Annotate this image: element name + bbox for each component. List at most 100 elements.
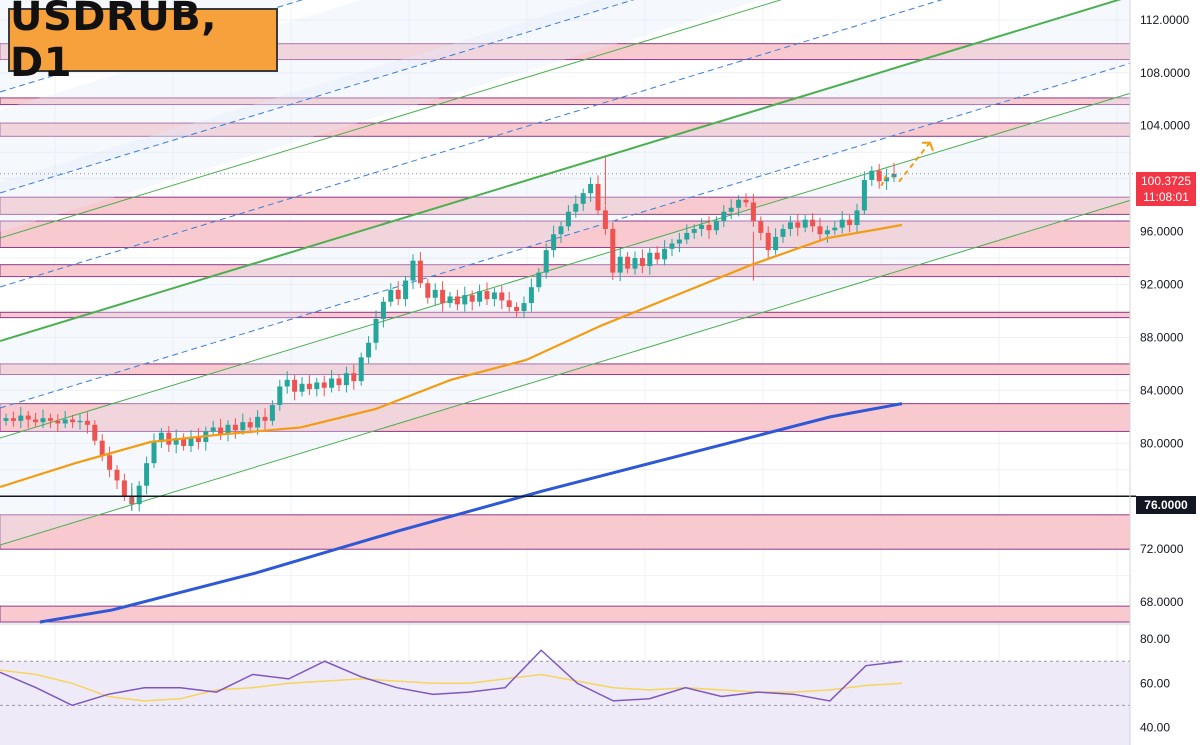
channel-band — [0, 0, 761, 232]
candle-body — [195, 436, 201, 443]
resistance-zone — [0, 514, 1131, 550]
last-price-value: 100.3725 — [1140, 174, 1192, 188]
candle-body — [514, 307, 520, 311]
rsi-band — [0, 661, 1130, 745]
channel-band — [0, 93, 1130, 545]
moving-averages — [0, 223, 903, 624]
price-tick-label: 72.0000 — [1140, 542, 1184, 556]
candle-body — [810, 219, 816, 227]
rsi-tick-label: 40.00 — [1140, 720, 1170, 734]
candle-body — [780, 228, 786, 237]
candle-body — [817, 226, 823, 235]
candle-body — [188, 436, 194, 446]
forecast-arrows — [879, 141, 934, 190]
candle-body — [802, 219, 808, 228]
rsi-tick-label: 60.00 — [1140, 676, 1170, 690]
rsi-line — [0, 649, 903, 707]
candle-body — [107, 455, 113, 470]
candle-body — [610, 228, 616, 273]
candle-body — [676, 239, 682, 244]
candle-body — [240, 422, 246, 431]
candle-body — [491, 292, 497, 300]
candle-body — [795, 222, 801, 228]
channel-midline — [0, 62, 1131, 409]
channel-line — [0, 0, 783, 239]
candle-body — [358, 357, 364, 382]
candle-body — [706, 224, 712, 231]
price-tick-label: 96.0000 — [1140, 225, 1184, 239]
candle-body — [662, 248, 668, 260]
candle-body — [181, 438, 187, 446]
candle-body — [454, 296, 460, 305]
forecast-arrowhead — [922, 141, 934, 152]
candle-body — [758, 221, 764, 233]
candle-body — [232, 424, 238, 431]
candle-body — [595, 183, 601, 211]
candle-body — [255, 416, 261, 428]
ma-fast-line — [0, 223, 903, 489]
rsi-tick-label: 80.00 — [1140, 632, 1170, 646]
candle-body — [617, 256, 623, 273]
price-tick-label: 108.0000 — [1140, 66, 1190, 80]
candle-body — [366, 342, 372, 358]
candle-body — [321, 382, 327, 388]
candle-body — [647, 252, 653, 267]
candle-body — [699, 224, 705, 229]
candle-body — [602, 210, 608, 229]
candle-body — [728, 207, 734, 212]
candle-body — [62, 419, 68, 424]
price-tick-label: 68.0000 — [1140, 595, 1184, 609]
candle-body — [25, 415, 31, 420]
candle-body — [40, 418, 46, 423]
candle-body — [736, 199, 742, 208]
candle-body — [773, 236, 779, 251]
candle-body — [861, 179, 867, 211]
candle-body — [70, 419, 76, 423]
candle-body — [506, 300, 512, 308]
candle-body — [99, 440, 105, 456]
candle-body — [551, 234, 557, 251]
forecast-arrow-down — [879, 175, 887, 190]
candle-body — [210, 427, 216, 432]
candle-body — [247, 422, 253, 428]
candle-body — [92, 424, 98, 441]
candle-body — [380, 301, 386, 319]
candle-body — [462, 295, 468, 305]
candle-body — [277, 386, 283, 405]
candle-body — [588, 183, 594, 194]
price-tick-label: 92.0000 — [1140, 278, 1184, 292]
candle-body — [84, 420, 90, 425]
candle-body — [691, 228, 697, 233]
candle-body — [839, 219, 845, 228]
candle-body — [750, 202, 756, 222]
horizontal-level-76 — [0, 173, 1136, 498]
resistance-zone — [0, 220, 1131, 248]
candle-body — [499, 292, 505, 301]
candle-body — [18, 415, 24, 421]
resistance-zone — [0, 605, 1131, 623]
candle-body — [262, 416, 268, 421]
forecast-arrow-up — [898, 143, 930, 183]
candle-body — [144, 463, 150, 486]
candle-body — [521, 303, 527, 311]
candle-body — [721, 211, 727, 222]
candle-body — [469, 295, 475, 302]
candle-body — [151, 442, 157, 464]
candle-body — [824, 230, 830, 235]
candle-body — [166, 432, 172, 445]
candle-body — [47, 418, 53, 421]
level-price-value: 76.0000 — [1144, 498, 1188, 512]
candle-body — [55, 420, 61, 424]
candle-body — [876, 170, 882, 182]
candle-body — [832, 227, 838, 231]
candle-body — [114, 469, 120, 481]
candle-body — [440, 289, 446, 304]
price-tick-label: 104.0000 — [1140, 119, 1190, 133]
candle-body — [854, 210, 860, 225]
candle-body — [558, 226, 564, 235]
candle-body — [484, 291, 490, 300]
candle-body — [639, 258, 645, 267]
candle-body — [218, 427, 224, 435]
channel-midline — [0, 0, 635, 194]
